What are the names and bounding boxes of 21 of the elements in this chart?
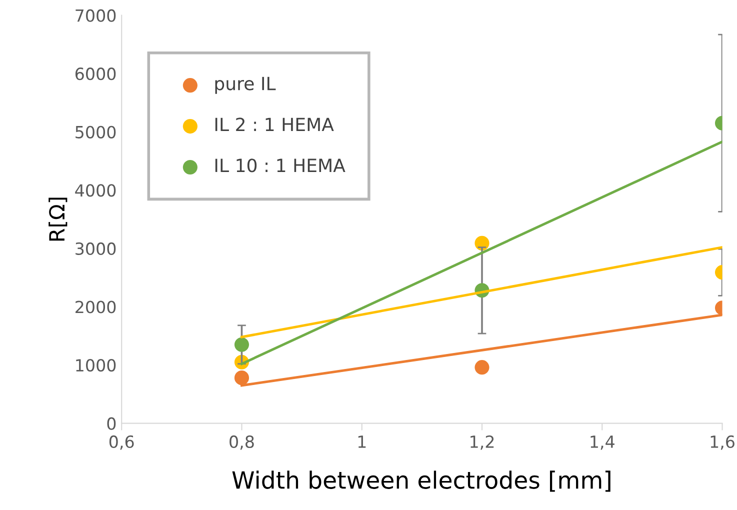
y-tick-label: 0 xyxy=(107,417,116,430)
y-tick-label: 3000 xyxy=(76,242,116,256)
y-tick-label: 1000 xyxy=(76,358,116,372)
x-tick-label: 0,8 xyxy=(230,435,254,450)
x-tick-label: 1,2 xyxy=(470,435,494,450)
x-tick-label: 1,4 xyxy=(590,436,614,450)
point xyxy=(234,370,250,386)
x-tick-label: 1 xyxy=(358,436,366,448)
x-tick-label: 1,6 xyxy=(710,435,734,450)
y-axis-title: R[Ω] xyxy=(48,198,68,241)
y-tick-label: 7000 xyxy=(76,9,116,22)
legend-label: IL 10 : 1 HEMA xyxy=(215,158,346,172)
y-tick-label: 5000 xyxy=(76,126,116,138)
point xyxy=(234,337,250,352)
x-axis-title: Width between electrodes [mm] xyxy=(232,470,610,492)
legend-label: IL 2 : 1 HEMA xyxy=(215,118,334,132)
y-tick-label: 6000 xyxy=(75,68,116,80)
x-tick-label: 0,6 xyxy=(109,435,134,450)
legend-label: pure IL xyxy=(215,76,276,94)
y-tick-label: 4000 xyxy=(75,184,116,197)
y-tick-label: 2000 xyxy=(76,300,116,314)
